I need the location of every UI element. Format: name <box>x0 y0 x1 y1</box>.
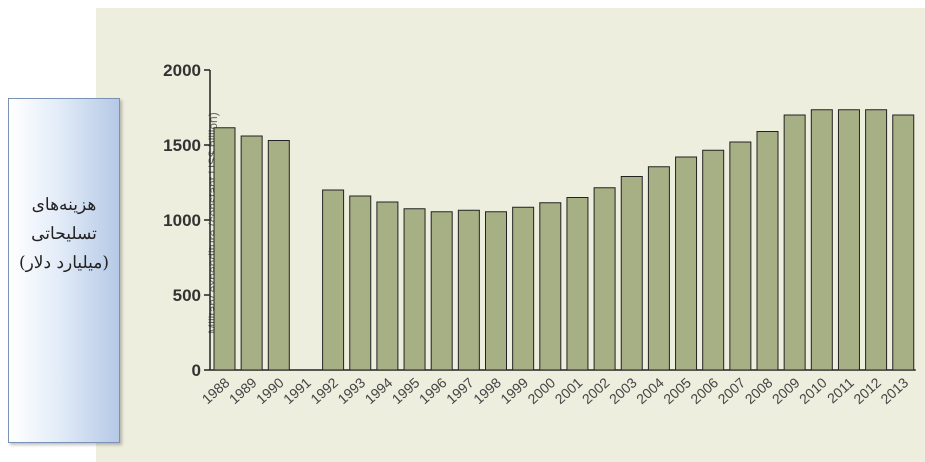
x-tick-label-2013: 2013 <box>877 374 911 407</box>
x-tick-label-1994: 1994 <box>362 374 396 407</box>
y-axis-label-box: هزینه‌های تسلیحاتی (میلیارد دلار) <box>8 98 120 443</box>
x-tick-label-2001: 2001 <box>552 374 586 407</box>
x-tick-label-1997: 1997 <box>443 374 477 407</box>
y-tick-label: 2000 <box>163 61 201 80</box>
bar-1995 <box>403 208 426 371</box>
plot-panel: Military expenditure (constant US$ billi… <box>96 8 925 462</box>
bar-2007 <box>729 141 752 371</box>
bar-2012 <box>865 109 888 371</box>
x-tick-label-2005: 2005 <box>660 374 694 407</box>
y-tick-label: 1000 <box>163 211 201 230</box>
x-tick-label-2012: 2012 <box>850 374 884 407</box>
x-tick-label-2002: 2002 <box>579 374 613 407</box>
bar-1998 <box>485 211 507 371</box>
x-tick-label-2011: 2011 <box>824 374 857 406</box>
y-axis-label: هزینه‌های تسلیحاتی (میلیارد دلار) <box>18 195 110 273</box>
bar-1992 <box>322 189 345 371</box>
bar-2010 <box>810 109 833 371</box>
x-tick-label-2009: 2009 <box>769 374 803 407</box>
y-tick-labels: 0 500 1000 1500 2000 <box>163 61 210 380</box>
x-tick-label-2003: 2003 <box>606 374 640 407</box>
x-tick-label-2008: 2008 <box>742 374 776 407</box>
bar-2013 <box>892 114 915 371</box>
bar-1994 <box>376 201 399 371</box>
bar-2003 <box>620 176 643 371</box>
bar-1989 <box>240 135 263 371</box>
bar-2002 <box>593 187 616 371</box>
bar-2009 <box>783 114 806 371</box>
x-tick-label-1991: 1991 <box>280 374 314 407</box>
x-tick-label-1999: 1999 <box>497 374 531 407</box>
bar-2006 <box>702 149 725 371</box>
bar-1993 <box>349 195 372 371</box>
x-tick-label-1998: 1998 <box>470 374 504 407</box>
bar-2005 <box>675 156 698 371</box>
x-tick-label-1990: 1990 <box>253 374 287 407</box>
x-tick-label-1995: 1995 <box>389 374 423 407</box>
axes <box>209 70 916 371</box>
bars <box>213 109 915 371</box>
bar-1996 <box>430 211 453 371</box>
y-tick-label: 0 <box>192 361 201 380</box>
bar-2000 <box>539 202 562 371</box>
x-tick-label-2004: 2004 <box>633 374 667 407</box>
x-tick-label-2007: 2007 <box>714 374 748 407</box>
bar-2001 <box>566 197 589 371</box>
x-tick-label-1988: 1988 <box>199 374 233 407</box>
y-tick-label: 1500 <box>163 136 201 155</box>
x-tick-label-1993: 1993 <box>334 374 368 407</box>
x-tick-label-1989: 1989 <box>226 374 260 407</box>
x-tick-label-2006: 2006 <box>687 374 721 407</box>
bar-2011 <box>837 109 860 371</box>
x-tick-label-1996: 1996 <box>416 374 450 407</box>
x-tick-labels: 1988198919901991199219931994199519961997… <box>199 374 912 407</box>
bar-2008 <box>756 131 779 371</box>
x-tick-label-1992: 1992 <box>307 374 341 407</box>
bar-1999 <box>512 206 535 371</box>
x-tick-label-2000: 2000 <box>524 374 558 407</box>
x-tick-label-2010: 2010 <box>796 374 830 407</box>
bar-1997 <box>457 209 480 371</box>
y-tick-label: 500 <box>173 286 201 305</box>
bar-2004 <box>647 166 670 371</box>
bar-chart: Military expenditure (constant US$ billi… <box>163 61 916 407</box>
bar-1990 <box>267 140 290 371</box>
bar-1988 <box>213 127 236 371</box>
